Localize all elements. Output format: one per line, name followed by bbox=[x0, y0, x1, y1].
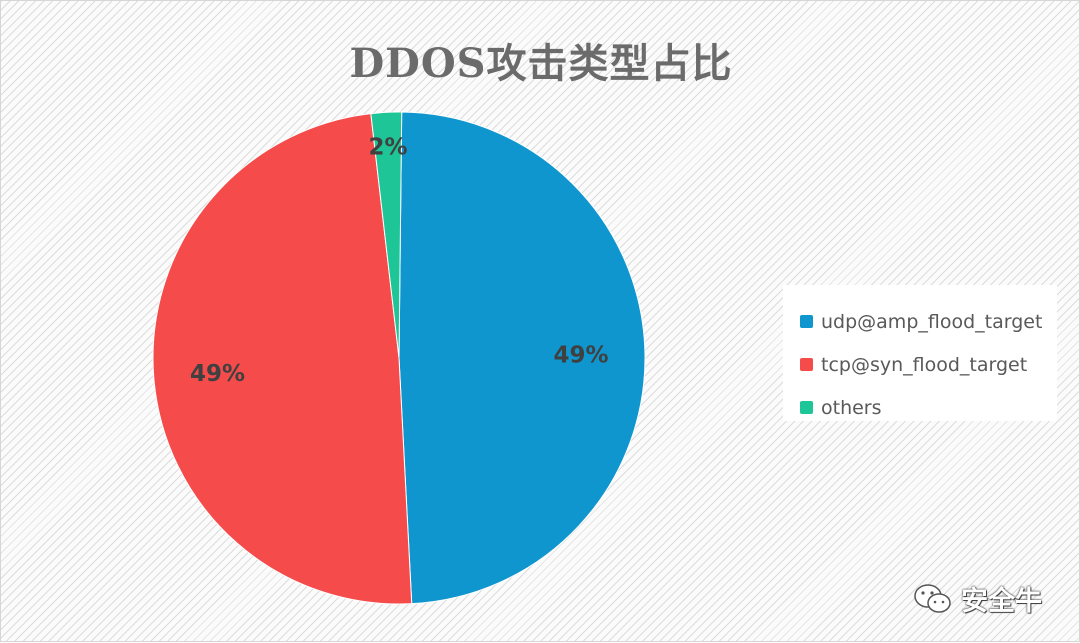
watermark: 安全牛 bbox=[913, 579, 1042, 618]
legend-label: others bbox=[821, 396, 882, 419]
legend-item-others: others bbox=[800, 386, 1057, 429]
legend: udp@amp_flood_target tcp@syn_flood_targe… bbox=[783, 285, 1057, 421]
pie-slice-udp-amp-flood-target bbox=[398, 111, 646, 605]
watermark-text: 安全牛 bbox=[961, 586, 1042, 617]
legend-item-udp-amp-flood: udp@amp_flood_target bbox=[800, 300, 1057, 343]
legend-swatch bbox=[800, 401, 813, 414]
legend-swatch bbox=[800, 315, 813, 328]
wechat-icon bbox=[914, 583, 951, 613]
data-label: 2% bbox=[369, 135, 408, 161]
legend-swatch bbox=[800, 358, 813, 371]
data-label: 49% bbox=[190, 361, 245, 387]
legend-item-tcp-syn-flood: tcp@syn_flood_target bbox=[800, 343, 1057, 386]
chart-title: DDOS攻击类型占比 bbox=[349, 40, 733, 87]
pie-slice-others bbox=[370, 111, 403, 359]
legend-label: tcp@syn_flood_target bbox=[821, 353, 1028, 376]
legend-label: udp@amp_flood_target bbox=[821, 310, 1043, 333]
data-label: 49% bbox=[553, 342, 608, 368]
pie-slice-tcp-syn-flood-target bbox=[152, 113, 413, 605]
